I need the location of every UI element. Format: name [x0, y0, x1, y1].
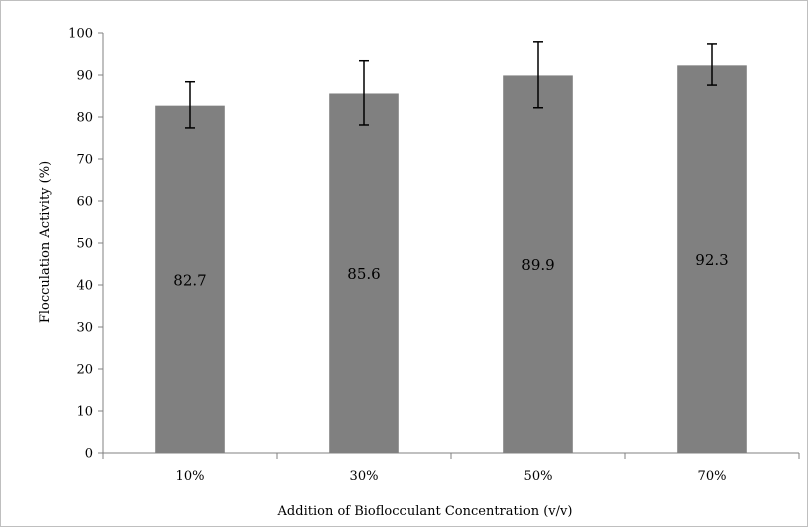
- y-tick-label: 50: [76, 237, 93, 252]
- y-tick-label: 60: [76, 195, 93, 210]
- bar: [155, 105, 225, 453]
- y-axis-title: Flocculation Activity (%): [38, 161, 53, 323]
- data-labels: 82.7 85.6 89.9 92.3: [173, 251, 728, 289]
- y-tick-label: 30: [76, 321, 93, 336]
- error-bars: [185, 41, 717, 129]
- bar-series: [155, 65, 747, 454]
- bar: [503, 75, 573, 454]
- y-axis: 0 10 20 30 40 50 60 70 80 90 100: [68, 27, 104, 462]
- x-axis-title: Addition of Bioflocculant Concentration …: [277, 504, 573, 519]
- bar-data-label: 82.7: [173, 271, 206, 289]
- bar: [329, 93, 399, 453]
- y-tick-label: 80: [76, 111, 93, 126]
- y-tick-label: 10: [76, 405, 93, 420]
- bar-data-label: 89.9: [521, 256, 554, 274]
- y-tick-label: 90: [76, 69, 93, 84]
- x-tick-label: 10%: [176, 469, 205, 484]
- y-tick-label: 20: [76, 363, 93, 378]
- bar-data-label: 92.3: [695, 251, 728, 269]
- x-tick-label: 50%: [524, 469, 553, 484]
- x-tick-label: 70%: [698, 469, 727, 484]
- y-tick-label: 70: [76, 153, 93, 168]
- x-axis: 10% 30% 50% 70%: [102, 452, 800, 484]
- y-tick-label: 0: [85, 447, 93, 462]
- x-tick-label: 30%: [350, 469, 379, 484]
- y-tick-label: 40: [76, 279, 93, 294]
- bar-data-label: 85.6: [347, 265, 380, 283]
- bar: [677, 65, 747, 453]
- y-tick-label: 100: [68, 27, 93, 42]
